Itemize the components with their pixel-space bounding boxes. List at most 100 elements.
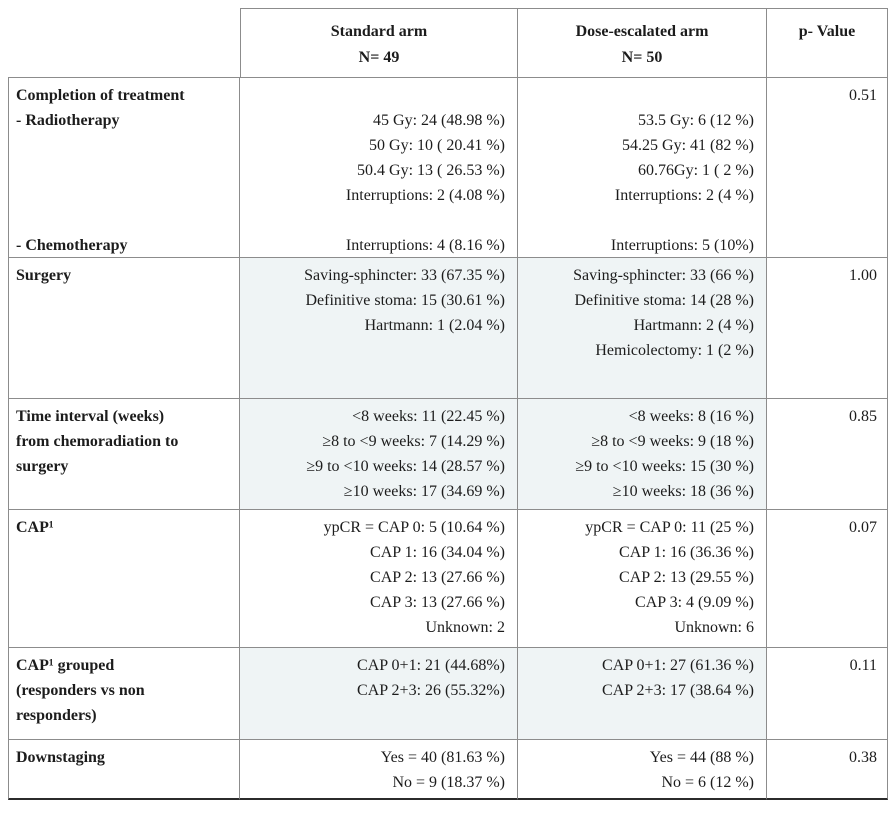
cell-line: CAP¹ grouped bbox=[16, 657, 115, 674]
cell-line: Saving-sphincter: 33 (66 %) bbox=[573, 267, 754, 284]
cell-line: CAP 3: 13 (27.66 %) bbox=[370, 594, 505, 611]
cell-line: No = 9 (18.37 %) bbox=[392, 774, 505, 791]
cell-line: CAP 0+1: 27 (61.36 %) bbox=[602, 657, 754, 674]
table-body: Completion of treatment - Radiotherapy - … bbox=[8, 78, 888, 800]
cell-line: 0.85 bbox=[849, 408, 877, 425]
cell-line: Definitive stoma: 14 (28 %) bbox=[574, 292, 754, 309]
column-header-p-value: p- Value bbox=[767, 8, 888, 78]
cell-line: - Chemotherapy bbox=[16, 237, 128, 254]
column-header-dose-escalated-arm: Dose-escalated arm N= 50 bbox=[518, 8, 767, 78]
row-surgery-label: Surgery bbox=[8, 258, 240, 399]
cell-line: from chemoradiation to bbox=[16, 433, 179, 450]
cell-line: CAP 2: 13 (27.66 %) bbox=[370, 569, 505, 586]
row-surgery-dose-escalated-arm-cell: Saving-sphincter: 33 (66 %) Definitive st… bbox=[518, 258, 767, 399]
row-time-interval-dose-escalated-arm-cell: <8 weeks: 8 (16 %) ≥8 to <9 weeks: 9 (18 … bbox=[518, 399, 767, 510]
row-cap-grouped-p-value-cell: 0.11 bbox=[767, 648, 888, 740]
cell-line: CAP 3: 4 (9.09 %) bbox=[635, 594, 754, 611]
cell-line bbox=[16, 133, 233, 158]
cell-line: Time interval (weeks) bbox=[16, 408, 165, 425]
cell-line: 53.5 Gy: 6 (12 %) bbox=[638, 112, 754, 129]
row-cap-label: CAP¹ bbox=[8, 510, 240, 648]
cell-line: CAP 2: 13 (29.55 %) bbox=[619, 569, 754, 586]
cell-line: CAP 1: 16 (36.36 %) bbox=[619, 544, 754, 561]
cell-line: <8 weeks: 11 (22.45 %) bbox=[352, 408, 505, 425]
cell-line: CAP 1: 16 (34.04 %) bbox=[370, 544, 505, 561]
cell-line bbox=[16, 158, 233, 183]
row-cap-grouped-label: CAP¹ grouped (responders vs non responders… bbox=[8, 648, 240, 740]
row-cap-p-value-cell: 0.07 bbox=[767, 510, 888, 648]
cell-line: Yes = 40 (81.63 %) bbox=[380, 749, 505, 766]
cell-line: Interruptions: 2 (4.08 %) bbox=[345, 187, 505, 204]
row-downstaging-p-value-cell: 0.38 bbox=[767, 740, 888, 800]
cell-line: CAP¹ bbox=[16, 519, 54, 536]
cell-line bbox=[240, 208, 505, 233]
row-time-interval-label: Time interval (weeks) from chemoradiation… bbox=[8, 399, 240, 510]
row-surgery-p-value-cell: 1.00 bbox=[767, 258, 888, 399]
cell-line: Saving-sphincter: 33 (67.35 %) bbox=[304, 267, 505, 284]
table-row-completion-of-treatment: Completion of treatment - Radiotherapy - … bbox=[8, 78, 888, 258]
cell-line: CAP 2+3: 26 (55.32%) bbox=[357, 682, 505, 699]
cell-line: Hartmann: 2 (4 %) bbox=[633, 317, 754, 334]
cell-line: 50 Gy: 10 ( 20.41 %) bbox=[369, 137, 505, 154]
header-line: Dose-escalated arm bbox=[575, 23, 709, 40]
cell-line: 50.4 Gy: 13 ( 26.53 %) bbox=[357, 162, 505, 179]
row-cap-grouped-dose-escalated-arm-cell: CAP 0+1: 27 (61.36 %) CAP 2+3: 17 (38.64 … bbox=[518, 648, 767, 740]
cell-line: 0.51 bbox=[849, 87, 877, 104]
cell-line: Definitive stoma: 15 (30.61 %) bbox=[305, 292, 505, 309]
cell-line: Yes = 44 (88 %) bbox=[649, 749, 754, 766]
cell-line: Interruptions: 2 (4 %) bbox=[614, 187, 754, 204]
table-row-cap-grouped: CAP¹ grouped (responders vs non responders… bbox=[8, 648, 888, 740]
cell-line: surgery bbox=[16, 458, 69, 475]
row-completion-of-treatment-standard-arm-cell: 45 Gy: 24 (48.98 %) 50 Gy: 10 ( 20.41 %) 5… bbox=[240, 78, 518, 258]
cell-line: responders) bbox=[16, 707, 97, 724]
cell-line: ≥9 to <10 weeks: 15 (30 %) bbox=[575, 458, 754, 475]
cell-line: <8 weeks: 8 (16 %) bbox=[628, 408, 754, 425]
table-row-cap: CAP¹ ypCR = CAP 0: 5 (10.64 %) CAP 1: 16 (… bbox=[8, 510, 888, 648]
cell-line: 0.11 bbox=[849, 657, 877, 674]
row-time-interval-p-value-cell: 0.85 bbox=[767, 399, 888, 510]
cell-line: 54.25 Gy: 41 (82 %) bbox=[622, 137, 754, 154]
cell-line: ≥10 weeks: 18 (36 %) bbox=[612, 483, 754, 500]
cell-line: Hartmann: 1 (2.04 %) bbox=[364, 317, 505, 334]
cell-line: Downstaging bbox=[16, 749, 105, 766]
outcomes-table: Standard arm N= 49 Dose-escalated arm N=… bbox=[8, 8, 888, 800]
cell-line: 0.07 bbox=[849, 519, 877, 536]
cell-line: ypCR = CAP 0: 5 (10.64 %) bbox=[323, 519, 505, 536]
cell-line: 60.76Gy: 1 ( 2 %) bbox=[638, 162, 754, 179]
cell-line: 0.38 bbox=[849, 749, 877, 766]
header-line: p- Value bbox=[798, 23, 856, 40]
cell-line: Interruptions: 4 (8.16 %) bbox=[345, 237, 505, 254]
cell-line: 1.00 bbox=[849, 267, 877, 284]
row-completion-of-treatment-dose-escalated-arm-cell: 53.5 Gy: 6 (12 %) 54.25 Gy: 41 (82 %) 60.7… bbox=[518, 78, 767, 258]
row-cap-standard-arm-cell: ypCR = CAP 0: 5 (10.64 %) CAP 1: 16 (34.0… bbox=[240, 510, 518, 648]
row-surgery-standard-arm-cell: Saving-sphincter: 33 (67.35 %) Definitive… bbox=[240, 258, 518, 399]
cell-line: - Radiotherapy bbox=[16, 112, 120, 129]
cell-line: Surgery bbox=[16, 267, 72, 284]
column-header-standard-arm: Standard arm N= 49 bbox=[240, 8, 518, 78]
cell-line: CAP 2+3: 17 (38.64 %) bbox=[602, 682, 754, 699]
row-cap-grouped-standard-arm-cell: CAP 0+1: 21 (44.68%) CAP 2+3: 26 (55.32%) bbox=[240, 648, 518, 740]
row-downstaging-standard-arm-cell: Yes = 40 (81.63 %) No = 9 (18.37 %) bbox=[240, 740, 518, 800]
header-empty-cell bbox=[8, 8, 240, 78]
cell-line: CAP 0+1: 21 (44.68%) bbox=[357, 657, 505, 674]
row-completion-of-treatment-p-value-cell: 0.51 bbox=[767, 78, 888, 258]
table-row-time-interval: Time interval (weeks) from chemoradiation… bbox=[8, 399, 888, 510]
header-line: Standard arm bbox=[330, 23, 428, 40]
cell-line: Unknown: 6 bbox=[674, 619, 754, 636]
cell-line: ≥9 to <10 weeks: 14 (28.57 %) bbox=[306, 458, 505, 475]
cell-line: ≥10 weeks: 17 (34.69 %) bbox=[343, 483, 505, 500]
row-downstaging-label: Downstaging bbox=[8, 740, 240, 800]
cell-line: No = 6 (12 %) bbox=[661, 774, 754, 791]
header-line: N= 50 bbox=[621, 49, 663, 66]
row-downstaging-dose-escalated-arm-cell: Yes = 44 (88 %) No = 6 (12 %) bbox=[518, 740, 767, 800]
table-row-surgery: Surgery Saving-sphincter: 33 (67.35 %) Def… bbox=[8, 258, 888, 399]
cell-line: Unknown: 2 bbox=[425, 619, 505, 636]
cell-line: 45 Gy: 24 (48.98 %) bbox=[373, 112, 505, 129]
cell-line bbox=[16, 183, 233, 208]
cell-line: (responders vs non bbox=[16, 682, 145, 699]
cell-line: ypCR = CAP 0: 11 (25 %) bbox=[585, 519, 754, 536]
table-header-row: Standard arm N= 49 Dose-escalated arm N=… bbox=[8, 8, 888, 78]
row-time-interval-standard-arm-cell: <8 weeks: 11 (22.45 %) ≥8 to <9 weeks: 7 … bbox=[240, 399, 518, 510]
cell-line bbox=[518, 208, 754, 233]
cell-line bbox=[518, 83, 754, 108]
